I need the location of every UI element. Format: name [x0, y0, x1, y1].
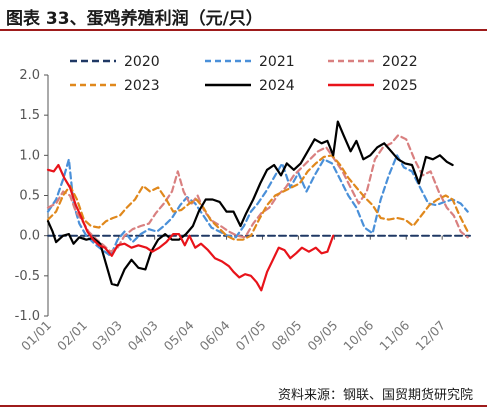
series-line-2025: [46, 163, 335, 292]
series-line-2022: [46, 134, 469, 253]
chart-legend: 2020 2021 2022 2023 2024 2025: [70, 54, 418, 94]
legend-label-2020: 2020: [124, 54, 160, 70]
x-tick-label: 09/05: [304, 318, 340, 354]
title-divider: [0, 29, 487, 31]
y-tick-label: -1.0: [15, 309, 40, 324]
y-tick-label: 0.5: [19, 189, 40, 204]
legend-label-2023: 2023: [124, 78, 160, 94]
x-tick-label: 02/01: [54, 318, 90, 354]
y-tick-label: 1.0: [19, 148, 40, 163]
title-bar: 图表 33、蛋鸡养殖利润（元/只）: [0, 0, 487, 31]
series-line-2021: [46, 154, 469, 257]
x-tick-label: 03/03: [89, 318, 125, 354]
x-tick-label: 04/03: [125, 318, 161, 354]
x-tick-label: 07/05: [233, 318, 269, 354]
y-tick-label: 2.0: [19, 68, 40, 83]
x-tick-label: 11/06: [376, 317, 412, 353]
chart-title: 图表 33、蛋鸡养殖利润（元/只）: [6, 9, 263, 29]
legend-label-2024: 2024: [259, 78, 295, 94]
legend-label-2022: 2022: [382, 54, 418, 70]
x-tick-label: 12/07: [412, 318, 448, 354]
x-tick-label: 10/06: [340, 317, 376, 353]
series-line-2024: [46, 120, 454, 287]
x-tick-label: 08/05: [268, 318, 304, 354]
footer-divider: [0, 405, 487, 407]
y-tick-label: -0.5: [15, 269, 40, 284]
y-tick-label: 1.5: [19, 108, 40, 123]
x-tick-label: 05/04: [161, 317, 197, 353]
chart-series: [46, 120, 471, 292]
series-line-2023: [46, 154, 469, 241]
legend-label-2021: 2021: [259, 54, 295, 70]
x-tick-label: 06/04: [197, 317, 233, 353]
y-tick-label: 0.0: [19, 229, 40, 244]
legend-label-2025: 2025: [382, 78, 418, 94]
source-note: 资料来源：钢联、国贸期货研究院: [277, 388, 473, 403]
